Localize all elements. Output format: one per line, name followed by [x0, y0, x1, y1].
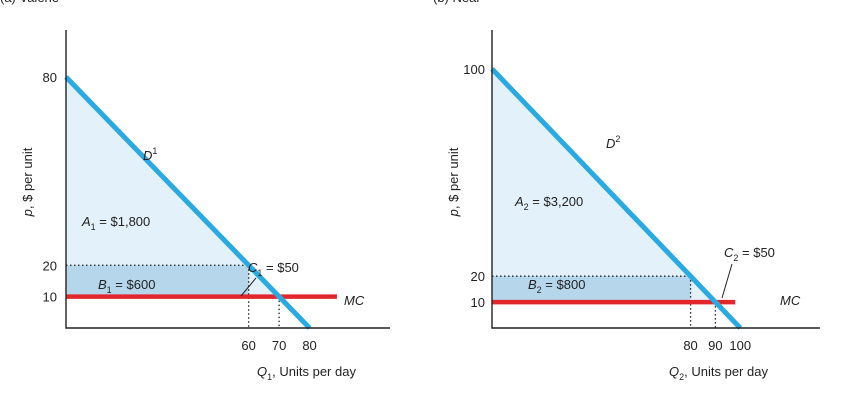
x-axis-label: Q2, Units per day [669, 364, 768, 382]
demand-label: D1 [143, 146, 157, 163]
mc-label: MC [344, 293, 365, 308]
y-axis-label: p, $ per unit [446, 147, 461, 217]
x-tick-label: 60 [241, 338, 255, 353]
x-tick-label: 80 [683, 338, 697, 353]
area-c-leader-line [240, 277, 257, 297]
x-tick-label: 80 [302, 338, 316, 353]
area-c-leader-line [721, 263, 733, 299]
axes [65, 30, 390, 329]
area-b-label: B2 = $800 [528, 277, 585, 295]
x-tick-label: 90 [708, 338, 722, 353]
x-tick-label: 70 [272, 338, 286, 353]
area-b-fill [66, 265, 249, 297]
y-tick-label: 10 [471, 295, 485, 310]
panel-title: (b) Neal [433, 0, 479, 5]
area-b-fill [492, 276, 691, 303]
x-tick-label: 100 [729, 338, 751, 353]
y-tick-label: 80 [43, 70, 57, 85]
chart-panel-b: (b) Neal p, $ per unit 100 20 10 80 90 100 Q2, U… [433, 0, 820, 382]
mc-label: MC [780, 293, 801, 308]
chart-panel-a: (a) Valerie p, $ per unit 80 20 10 60 70 80 Q1, … [0, 0, 390, 382]
y-tick-label: 20 [43, 258, 57, 273]
area-b-label: B1 = $600 [98, 277, 155, 295]
area-a-label: A2 = $3,200 [514, 194, 583, 212]
demand-line [490, 67, 743, 330]
axes [491, 30, 820, 329]
demand-label: D2 [606, 134, 620, 151]
y-tick-label: 10 [43, 290, 57, 305]
x-axis-label: Q1, Units per day [257, 364, 356, 382]
area-a-label: A1 = $1,800 [81, 214, 150, 232]
y-tick-label: 100 [463, 62, 485, 77]
panel-title: (a) Valerie [0, 0, 59, 5]
y-tick-label: 20 [471, 269, 485, 284]
y-axis-label: p, $ per unit [20, 147, 35, 217]
demand-line [64, 75, 312, 330]
area-c-label: C2 = $50 [724, 245, 775, 263]
area-c-label: C1 = $50 [248, 260, 299, 278]
